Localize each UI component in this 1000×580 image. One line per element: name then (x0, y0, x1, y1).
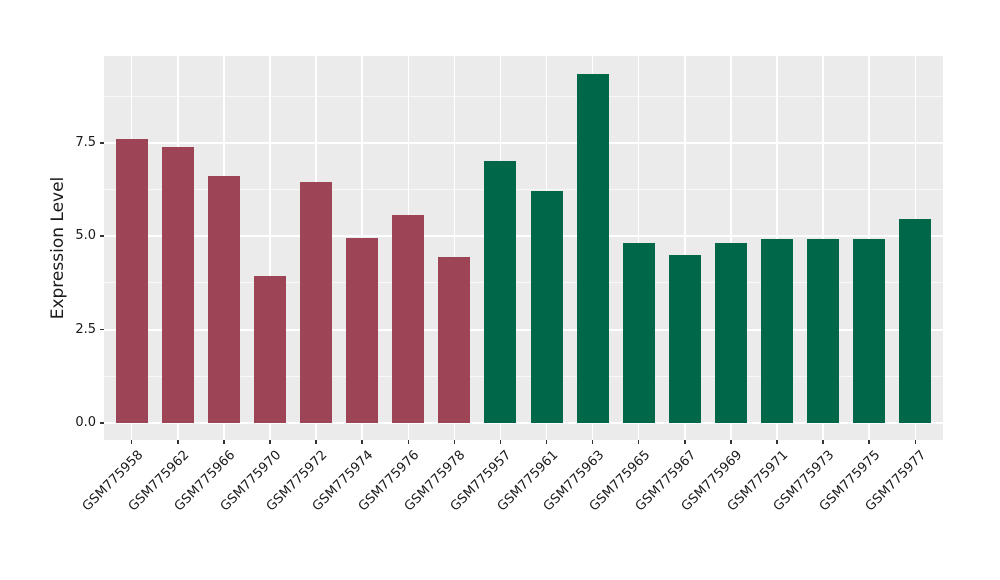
x-tick-mark (453, 440, 456, 444)
y-tick-label: 7.5 (75, 134, 96, 150)
gridline-major (104, 235, 943, 238)
x-tick-mark (868, 440, 870, 444)
gridline-vertical (453, 56, 456, 440)
x-tick-mark (315, 440, 317, 444)
bar-GSM775977 (899, 218, 932, 423)
gridline-minor (104, 282, 943, 284)
bar-GSM775972 (300, 181, 333, 423)
y-tick-mark (100, 328, 104, 331)
y-tick-label: 2.5 (75, 321, 96, 337)
x-tick-mark (269, 440, 271, 444)
gridline-vertical (269, 56, 271, 440)
y-tick-mark (100, 422, 104, 424)
bar-GSM775966 (207, 176, 240, 423)
x-tick-mark (730, 440, 732, 444)
x-tick-mark (130, 440, 133, 444)
bar-GSM775961 (530, 191, 563, 423)
x-tick-mark (177, 440, 179, 444)
gridline-minor (104, 189, 943, 190)
x-tick-mark (545, 440, 548, 444)
gridline-major (104, 141, 943, 144)
bar-GSM775971 (761, 239, 794, 423)
x-tick-mark (407, 440, 409, 444)
plot-panel (104, 56, 943, 440)
bar-GSM775957 (484, 161, 517, 423)
y-tick-label: 5.0 (75, 228, 96, 244)
bar-GSM775958 (115, 139, 148, 423)
x-tick-mark (776, 440, 778, 444)
bar-GSM775970 (253, 275, 286, 423)
gridline-major (104, 422, 943, 424)
bar-GSM775967 (668, 255, 701, 423)
gridline-minor (104, 95, 943, 97)
bar-GSM775976 (392, 214, 425, 423)
y-axis-title: Expression Level (48, 176, 68, 320)
x-tick-mark (914, 440, 917, 444)
x-tick-mark (684, 440, 686, 444)
gridline-minor (104, 375, 943, 377)
y-tick-mark (100, 235, 104, 237)
gridline-vertical (684, 56, 686, 440)
x-tick-mark (361, 440, 363, 444)
bar-GSM775969 (714, 243, 747, 423)
x-tick-mark (822, 440, 824, 444)
bar-GSM775975 (853, 239, 886, 423)
y-tick-label: 0.0 (75, 415, 96, 430)
x-tick-mark (499, 440, 502, 444)
gridline-major (104, 328, 943, 331)
bar-GSM775978 (438, 257, 471, 423)
bar-GSM775973 (807, 239, 840, 423)
y-tick-mark (100, 142, 104, 144)
x-tick-mark (223, 440, 225, 444)
bar-GSM775965 (622, 243, 655, 423)
x-tick-mark (637, 440, 640, 444)
bar-GSM775974 (346, 237, 379, 423)
bar-GSM775962 (161, 146, 194, 423)
bar-GSM775963 (576, 73, 609, 423)
x-tick-mark (591, 440, 594, 444)
